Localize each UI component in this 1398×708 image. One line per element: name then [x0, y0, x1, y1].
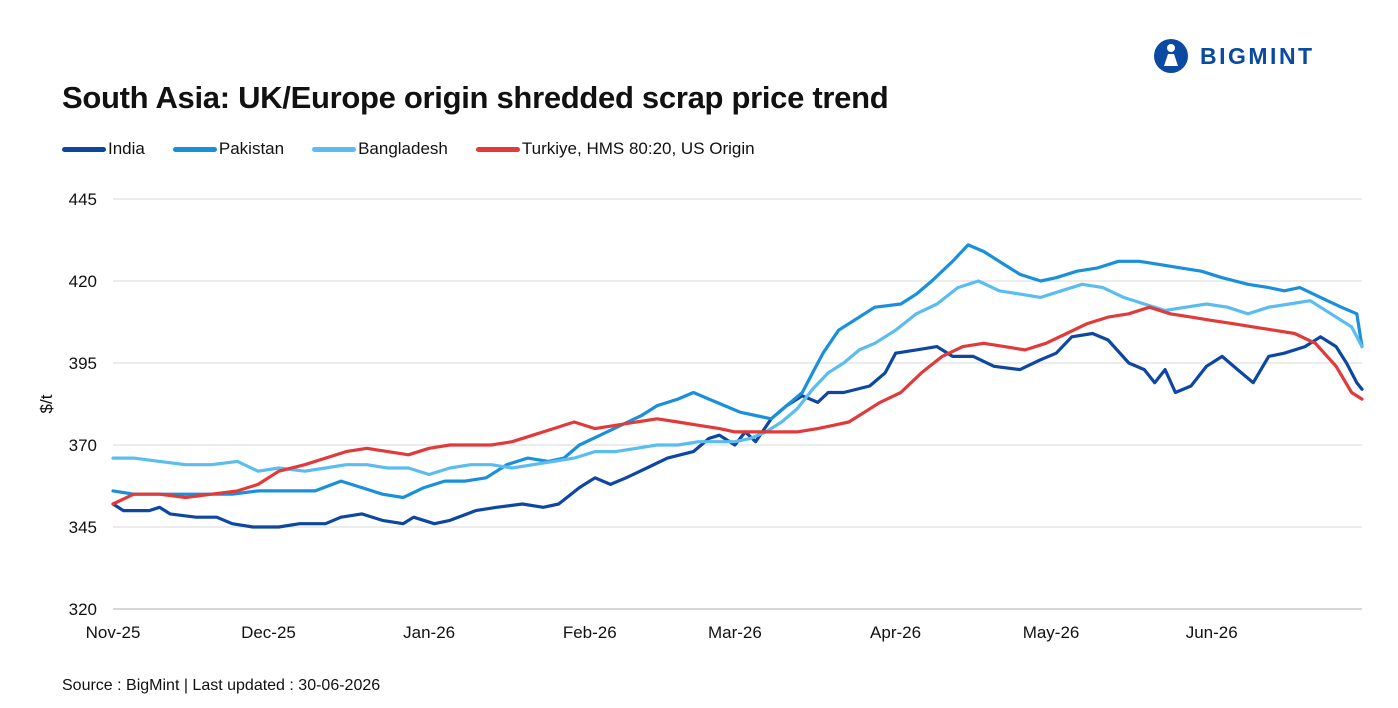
- y-tick-label: 320: [69, 600, 97, 619]
- legend-label: Bangladesh: [358, 139, 448, 158]
- x-tick-label: Jun-26: [1186, 623, 1238, 642]
- legend-swatch: [172, 146, 217, 152]
- legend-label: Turkiye, HMS 80:20, US Origin: [521, 139, 755, 158]
- legend-item: Pakistan: [172, 139, 285, 159]
- x-tick-label: Apr-26: [870, 623, 921, 642]
- y-tick-label: 445: [69, 190, 97, 209]
- y-tick-label: 345: [69, 518, 97, 537]
- x-tick-label: Dec-25: [241, 623, 296, 642]
- legend-swatch: [475, 146, 520, 152]
- brand-name: BIGMINT: [1200, 42, 1315, 69]
- x-tick-label: Mar-26: [708, 623, 762, 642]
- x-tick-label: Jan-26: [403, 623, 455, 642]
- x-tick-label: Nov-25: [86, 623, 141, 642]
- chart-legend: India Pakistan Bangladesh Turkiye, HMS 80:2…: [62, 139, 783, 159]
- bigmint-logo-icon: [1154, 39, 1188, 73]
- source-note: Source : BigMint | Last updated : 30-06-…: [62, 677, 381, 694]
- y-axis-label: $/t: [37, 394, 56, 413]
- brand-logo: BIGMINT: [1152, 36, 1362, 76]
- legend-label: Pakistan: [218, 139, 285, 158]
- x-tick-label: Feb-26: [563, 623, 617, 642]
- series-line-turkiye-hms-80-20-us-origin: [111, 305, 1364, 506]
- y-tick-label: 370: [69, 436, 97, 455]
- y-tick-label: 420: [69, 272, 97, 291]
- legend-label: India: [108, 139, 145, 158]
- legend-item: India: [62, 139, 145, 159]
- legend-item: Turkiye, HMS 80:20, US Origin: [475, 139, 755, 159]
- legend-swatch: [62, 146, 106, 152]
- legend-swatch: [312, 146, 357, 152]
- chart-title: South Asia: UK/Europe origin shredded sc…: [62, 80, 889, 115]
- y-tick-label: 395: [69, 354, 97, 373]
- legend-item: Bangladesh: [312, 139, 448, 159]
- x-tick-label: May-26: [1023, 623, 1080, 642]
- series-line-pakistan: [111, 243, 1364, 500]
